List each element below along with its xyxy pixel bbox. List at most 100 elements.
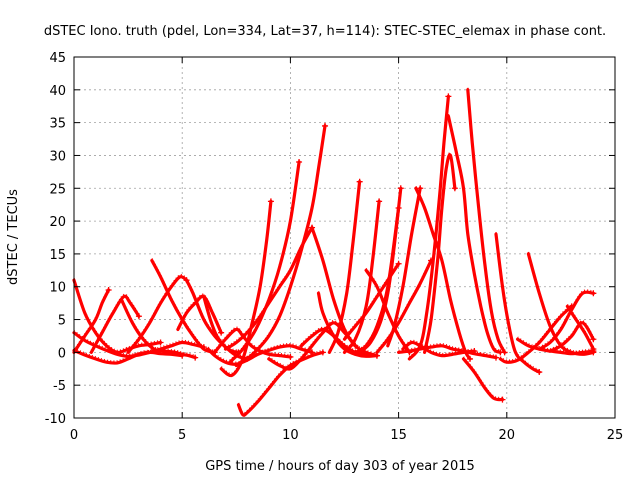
series-line-19 (267, 321, 357, 371)
plus-marker (501, 349, 508, 356)
series-line-34 (423, 153, 457, 354)
plus-marker (590, 348, 597, 355)
x-tick-label: 25 (607, 428, 624, 443)
series-markers-4 (73, 287, 110, 351)
series-markers-41 (527, 251, 594, 354)
y-axis: -10 -5 0 5 10 15 20 25 30 35 40 45 (45, 51, 615, 427)
series-markers-16 (220, 199, 272, 375)
series-markers-22 (328, 179, 361, 351)
plus-marker (499, 396, 506, 403)
y-tick-label: -5 (53, 379, 66, 394)
plus-marker (218, 329, 225, 336)
series-markers-44 (517, 336, 594, 353)
y-tick-label: 45 (49, 51, 66, 66)
plus-marker (590, 290, 597, 297)
x-tick-label: 15 (390, 428, 407, 443)
series-line-24 (342, 199, 381, 354)
series-markers-26 (359, 186, 402, 351)
series-line-28 (342, 262, 401, 341)
y-tick-label: 30 (49, 149, 66, 164)
series-markers-39 (495, 232, 540, 371)
grid (74, 57, 615, 418)
plus-marker (417, 185, 424, 192)
x-axis: 0 5 10 15 20 25 (70, 57, 623, 443)
series-markers-17 (229, 159, 300, 361)
series-markers-20 (317, 291, 378, 356)
series-markers-35 (415, 185, 471, 358)
series-line-43 (565, 304, 595, 351)
plus-marker (590, 336, 597, 343)
series-markers-10 (177, 293, 222, 332)
series-line-38 (461, 357, 505, 402)
x-tick-label: 5 (178, 428, 186, 443)
series-markers-6 (120, 297, 196, 357)
plus-marker (492, 354, 499, 361)
plus-marker (376, 198, 383, 205)
series-line-30 (375, 258, 433, 354)
series-markers-11 (203, 294, 239, 352)
plus-marker (157, 339, 164, 346)
plus-marker (397, 185, 404, 192)
plus-marker (445, 93, 452, 100)
plus-marker (536, 369, 543, 376)
plus-marker (471, 348, 478, 355)
series-markers-36 (447, 113, 501, 352)
series-markers-25 (354, 205, 400, 352)
series-markers-3 (73, 347, 183, 362)
series-group (72, 87, 597, 417)
x-tick-label: 0 (70, 428, 78, 443)
plus-marker (322, 122, 329, 129)
series-line-3 (72, 348, 184, 365)
series-line-44 (516, 337, 595, 356)
series-markers-27 (387, 186, 421, 345)
y-tick-label: 20 (49, 215, 66, 230)
series-line-7 (126, 275, 189, 354)
series-markers-30 (376, 258, 432, 351)
series-line-41 (526, 252, 595, 356)
y-tick-label: 5 (58, 314, 66, 329)
series-line-23 (310, 226, 379, 358)
series-line-12 (206, 344, 314, 366)
series-line-10 (176, 294, 223, 335)
plus-marker (451, 185, 458, 192)
plus-marker (296, 159, 303, 166)
series-line-42 (537, 290, 595, 351)
series-markers-32 (402, 339, 475, 355)
plus-marker (192, 354, 199, 361)
series-line-15 (236, 350, 325, 417)
series-line-29 (364, 268, 411, 354)
plus-marker (319, 349, 326, 356)
series-markers-31 (398, 342, 497, 357)
series-markers-1 (73, 277, 161, 352)
series-markers-8 (151, 258, 215, 352)
series-markers-38 (462, 356, 503, 399)
plot-frame (73, 56, 616, 419)
series-line-4 (72, 288, 111, 354)
series-line-13 (213, 327, 292, 359)
series-markers-13 (214, 326, 291, 356)
plus-marker (135, 313, 142, 320)
series-markers-18 (235, 123, 326, 365)
series-markers-29 (365, 267, 411, 351)
x-tick-label: 10 (282, 428, 299, 443)
series-line-18 (234, 124, 327, 368)
y-tick-label: 25 (49, 182, 66, 197)
y-tick-label: 40 (49, 84, 66, 99)
series-line-16 (219, 199, 273, 378)
chart-title: dSTEC Iono. truth (pdel, Lon=334, Lat=37… (44, 24, 606, 39)
series-line-33 (407, 94, 450, 361)
series-line-32 (401, 340, 476, 358)
x-tick-label: 20 (499, 428, 516, 443)
series-markers-24 (343, 199, 380, 351)
plus-marker (467, 355, 474, 362)
series-markers-37 (467, 87, 506, 351)
plus-marker (105, 287, 112, 294)
x-axis-label: GPS time / hours of day 303 of year 2015 (205, 459, 475, 474)
series-line-31 (397, 344, 498, 360)
series-markers-43 (566, 303, 595, 348)
series-markers-19 (268, 320, 356, 368)
y-tick-label: 0 (58, 346, 66, 361)
series-line-5 (89, 294, 141, 354)
plus-marker (395, 260, 402, 267)
